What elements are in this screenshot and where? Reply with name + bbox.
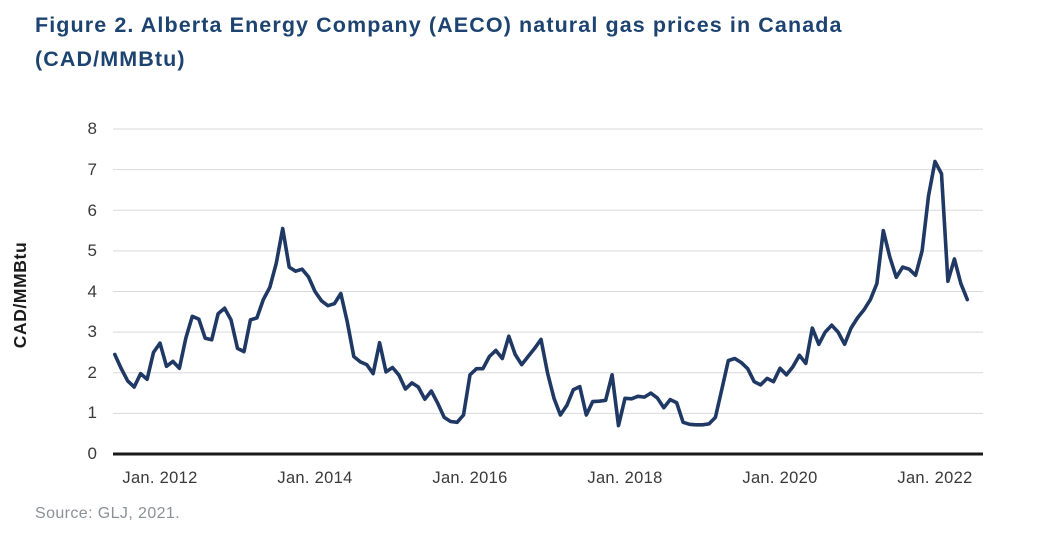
figure-title-line2: (CAD/MMBtu) — [35, 47, 186, 71]
y-tick-label: 8 — [87, 119, 97, 138]
y-tick-label: 2 — [87, 363, 97, 382]
y-tick-label: 7 — [87, 160, 97, 179]
y-tick-label: 5 — [87, 241, 97, 260]
x-tick-label: Jan. 2012 — [122, 469, 198, 487]
figure-title: Figure 2. Alberta Energy Company (AECO) … — [35, 8, 1025, 76]
x-tick-label: Jan. 2014 — [277, 469, 353, 487]
x-tick-label: Jan. 2016 — [432, 469, 508, 487]
y-tick-label: 1 — [87, 403, 97, 422]
aeco-price-chart: CAD/MMBtu 8 7 6 5 4 3 2 1 0 Jan. 2012 Ja… — [0, 100, 1050, 500]
x-tick-label: Jan. 2018 — [587, 469, 663, 487]
x-tick-label: Jan. 2022 — [897, 469, 973, 487]
y-tick-label: 3 — [87, 322, 97, 341]
aeco-price-line — [113, 159, 970, 428]
source-note: Source: GLJ, 2021. — [35, 505, 181, 522]
x-tick-label: Jan. 2020 — [742, 469, 818, 487]
y-tick-label: 6 — [87, 201, 97, 220]
y-axis-title: CAD/MMBtu — [10, 241, 30, 349]
figure-title-line1: Figure 2. Alberta Energy Company (AECO) … — [35, 13, 843, 37]
y-tick-label: 4 — [87, 282, 97, 301]
y-tick-label: 0 — [87, 444, 97, 463]
